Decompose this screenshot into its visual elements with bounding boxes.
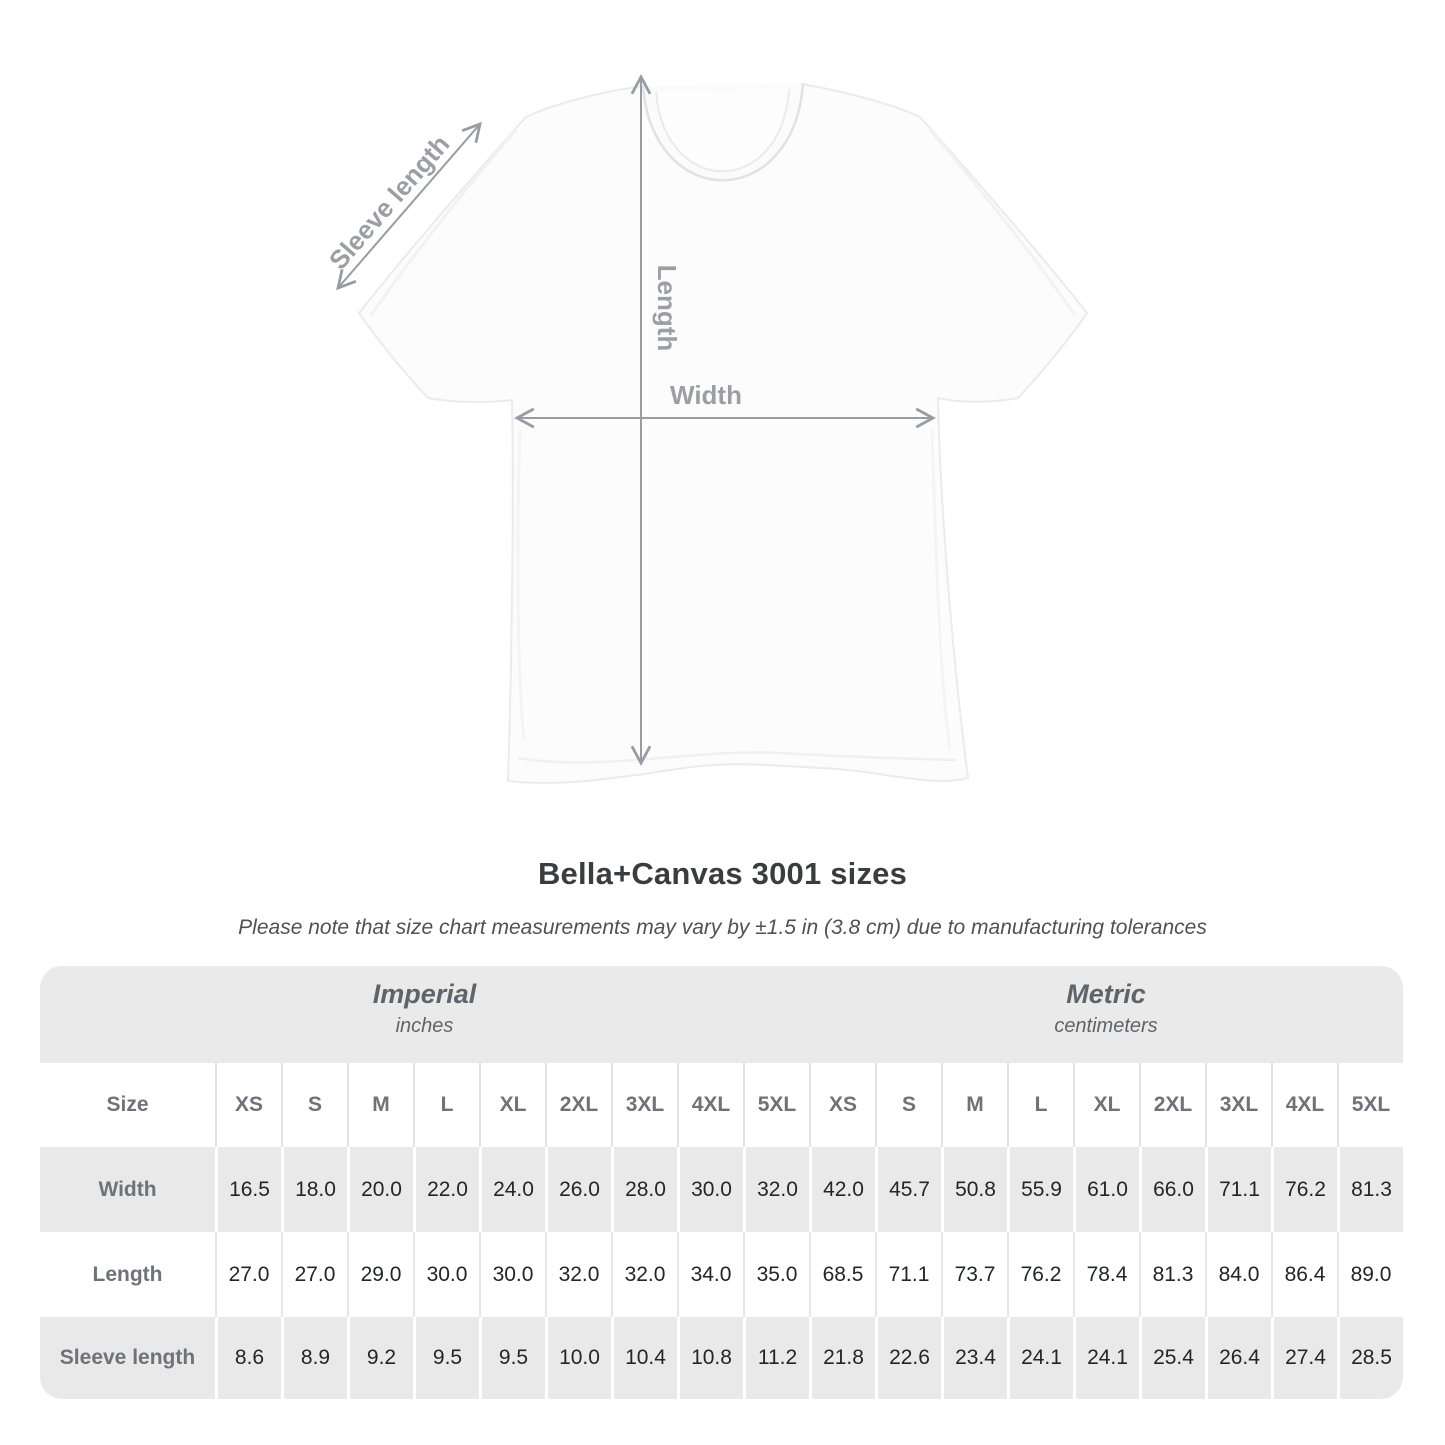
value-cell: 28.5 <box>1337 1317 1403 1399</box>
value-cell: 25.4 <box>1139 1317 1205 1399</box>
row-label-sleeve-length: Sleeve length <box>40 1317 215 1399</box>
value-cell: 84.0 <box>1205 1232 1271 1317</box>
value-cell: 24.0 <box>479 1147 545 1232</box>
value-cell: 24.1 <box>1073 1317 1139 1399</box>
size-col-header: 5XL <box>743 1063 809 1147</box>
imperial-unit: inches <box>395 1015 454 1037</box>
value-cell: 66.0 <box>1139 1147 1205 1232</box>
value-cell: 55.9 <box>1007 1147 1073 1232</box>
metric-label: Metric <box>1066 979 1146 1009</box>
size-col-header: M <box>941 1063 1007 1147</box>
tshirt-outline <box>358 83 1088 784</box>
row-width: Width 16.5 18.0 20.0 22.0 24.0 26.0 28.0 30.0 32… <box>40 1147 1403 1232</box>
size-col-header: 4XL <box>1271 1063 1337 1147</box>
value-cell: 9.5 <box>413 1317 479 1399</box>
imperial-label: Imperial <box>372 979 477 1009</box>
length-label: Length <box>652 265 682 352</box>
value-cell: 27.0 <box>281 1232 347 1317</box>
size-col-header: M <box>347 1063 413 1147</box>
value-cell: 28.0 <box>611 1147 677 1232</box>
value-cell: 32.0 <box>611 1232 677 1317</box>
tolerance-note: Please note that size chart measurements… <box>238 916 1207 939</box>
value-cell: 23.4 <box>941 1317 1007 1399</box>
value-cell: 9.2 <box>347 1317 413 1399</box>
value-cell: 45.7 <box>875 1147 941 1232</box>
value-cell: 26.4 <box>1205 1317 1271 1399</box>
value-cell: 27.4 <box>1271 1317 1337 1399</box>
value-cell: 78.4 <box>1073 1232 1139 1317</box>
row-label-length: Length <box>92 1262 163 1286</box>
value-cell: 20.0 <box>347 1147 413 1232</box>
value-cell: 61.0 <box>1073 1147 1139 1232</box>
value-cell: 16.5 <box>215 1147 281 1232</box>
size-col-header: 5XL <box>1337 1063 1403 1147</box>
row-sleeve-length: Sleeve length 8.6 8.9 9.2 9.5 9.5 10.0 10.4 10.… <box>40 1317 1403 1399</box>
value-cell: 34.0 <box>677 1232 743 1317</box>
size-col-header: 2XL <box>1139 1063 1205 1147</box>
metric-unit: centimeters <box>1054 1015 1158 1037</box>
value-cell: 30.0 <box>479 1232 545 1317</box>
value-cell: 24.1 <box>1007 1317 1073 1399</box>
value-cell: 26.0 <box>545 1147 611 1232</box>
size-col-header: XL <box>479 1063 545 1147</box>
value-cell: 18.0 <box>281 1147 347 1232</box>
value-cell: 22.6 <box>875 1317 941 1399</box>
size-col-header: 3XL <box>611 1063 677 1147</box>
value-cell: 9.5 <box>479 1317 545 1399</box>
value-cell: 50.8 <box>941 1147 1007 1232</box>
value-cell: 30.0 <box>413 1232 479 1317</box>
value-cell: 8.6 <box>215 1317 281 1399</box>
size-table: Imperial inches Metric centimeters Size … <box>40 966 1403 1399</box>
value-cell: 35.0 <box>743 1232 809 1317</box>
size-col-header: XS <box>809 1063 875 1147</box>
value-cell: 10.4 <box>611 1317 677 1399</box>
size-col-header: XS <box>215 1063 281 1147</box>
row-length: Length 27.0 27.0 29.0 30.0 30.0 32.0 32.0 34.0 3… <box>40 1232 1403 1317</box>
imperial-group-header: Imperial inches <box>40 966 809 1063</box>
value-cell: 21.8 <box>809 1317 875 1399</box>
value-cell: 27.0 <box>215 1232 281 1317</box>
size-col-header: 2XL <box>545 1063 611 1147</box>
size-col-header: L <box>1007 1063 1073 1147</box>
value-cell: 81.3 <box>1337 1147 1403 1232</box>
value-cell: 89.0 <box>1337 1232 1403 1317</box>
tshirt-collar <box>641 83 805 182</box>
size-col-header: S <box>875 1063 941 1147</box>
value-cell: 8.9 <box>281 1317 347 1399</box>
value-cell: 86.4 <box>1271 1232 1337 1317</box>
size-header-label: Size <box>106 1093 149 1116</box>
value-cell: 32.0 <box>743 1147 809 1232</box>
size-col-header: S <box>281 1063 347 1147</box>
value-cell: 10.0 <box>545 1317 611 1399</box>
value-cell: 30.0 <box>677 1147 743 1232</box>
value-cell: 76.2 <box>1007 1232 1073 1317</box>
page-title: Bella+Canvas 3001 sizes <box>537 856 908 891</box>
value-cell: 29.0 <box>347 1232 413 1317</box>
tshirt-diagram: Sleeve length Length Width <box>323 74 1088 784</box>
value-cell: 10.8 <box>677 1317 743 1399</box>
size-col-header: 3XL <box>1205 1063 1271 1147</box>
width-label: Width <box>670 380 742 410</box>
value-cell: 81.3 <box>1139 1232 1205 1317</box>
unit-header-band: Imperial inches Metric centimeters <box>40 966 1403 1063</box>
value-cell: 32.0 <box>545 1232 611 1317</box>
size-col-header: XL <box>1073 1063 1139 1147</box>
value-cell: 22.0 <box>413 1147 479 1232</box>
size-col-header: 4XL <box>677 1063 743 1147</box>
value-cell: 71.1 <box>875 1232 941 1317</box>
value-cell: 42.0 <box>809 1147 875 1232</box>
row-label-width: Width <box>40 1147 215 1232</box>
size-header-row: Size XS S M L XL 2XL 3XL 4XL 5XL XS S M L XL 2XL 3XL 4XL… <box>40 1063 1403 1147</box>
size-col-header: L <box>413 1063 479 1147</box>
sleeve-length-arrow <box>336 121 482 291</box>
value-cell: 68.5 <box>809 1232 875 1317</box>
value-cell: 73.7 <box>941 1232 1007 1317</box>
metric-group-header: Metric centimeters <box>809 966 1403 1063</box>
value-cell: 71.1 <box>1205 1147 1271 1232</box>
value-cell: 76.2 <box>1271 1147 1337 1232</box>
value-cell: 11.2 <box>743 1317 809 1399</box>
